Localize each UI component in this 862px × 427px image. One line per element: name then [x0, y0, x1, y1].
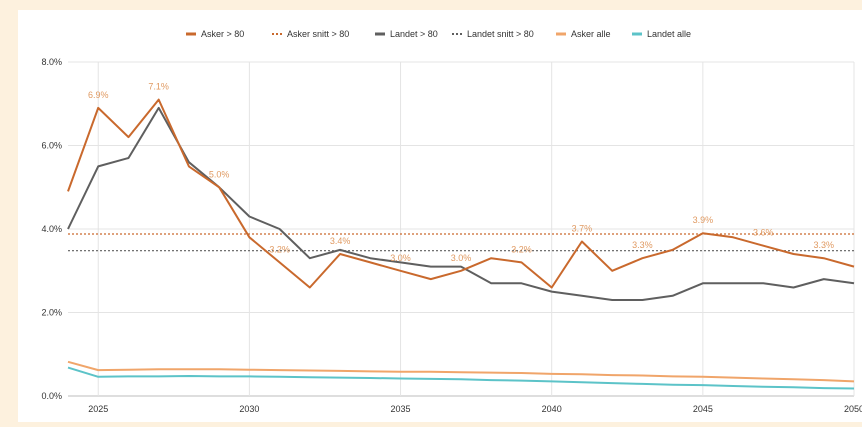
data-label: 7.1% [148, 82, 169, 92]
legend-label: Landet snitt > 80 [467, 29, 534, 39]
x-tick-label: 2040 [542, 404, 562, 414]
legend-label: Asker > 80 [201, 29, 244, 39]
data-label: 3.2% [511, 244, 532, 254]
series-line-asker-alle [67, 360, 855, 383]
data-label: 5.0% [209, 169, 230, 179]
y-tick-label: 2.0% [41, 308, 62, 318]
chart-area: 0.0% 2.0% 4.0% 6.0% 8.0% 2025 2030 2035 2040 2045… [6, 0, 862, 427]
y-tick-label: 8.0% [41, 57, 62, 67]
line-chart: 0.0% 2.0% 4.0% 6.0% 8.0% 2025 2030 2035 2040 2045… [41, 29, 862, 414]
legend-label: Landet > 80 [390, 29, 438, 39]
legend-label: Asker alle [571, 29, 611, 39]
data-label: 6.9% [88, 90, 109, 100]
x-tick-label: 2025 [88, 404, 108, 414]
data-label: 3.3% [632, 240, 653, 250]
x-tick-label: 2030 [239, 404, 259, 414]
series-line-landet-alle [67, 366, 855, 390]
legend-label: Asker snitt > 80 [287, 29, 349, 39]
data-label: 3.0% [451, 253, 472, 263]
x-tick-label: 2035 [391, 404, 411, 414]
x-tick-label: 2050 [844, 404, 862, 414]
data-label: 3.3% [814, 240, 835, 250]
x-tick-label: 2045 [693, 404, 713, 414]
y-tick-label: 6.0% [41, 141, 62, 151]
y-tick-label: 0.0% [41, 391, 62, 401]
data-label: 3.7% [572, 224, 593, 234]
data-label: 3.6% [753, 228, 774, 238]
data-label: 3.9% [693, 215, 714, 225]
chart-panel [18, 10, 862, 422]
data-label: 3.2% [269, 244, 290, 254]
data-label: 3.0% [390, 253, 411, 263]
data-label: 3.4% [330, 236, 351, 246]
legend-label: Landet alle [647, 29, 691, 39]
series-line-asker-80 [67, 98, 855, 289]
y-tick-label: 4.0% [41, 224, 62, 234]
series-line-landet-80 [67, 106, 855, 301]
